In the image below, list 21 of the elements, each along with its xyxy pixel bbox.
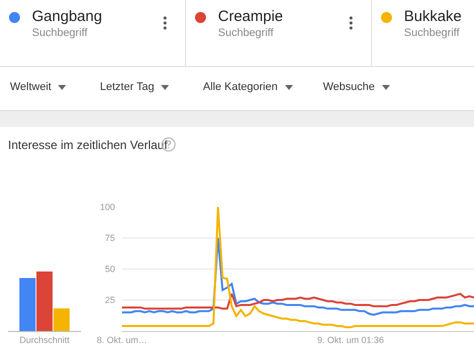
x-tick-label: 9. Okt. um 01:36 [317,334,384,345]
y-tick-label: 75 [104,233,115,244]
text: Letzter Tag [100,81,154,93]
text: Suchbegriff [32,27,88,39]
text: Websuche [323,81,375,93]
text: Alle Kategorien [203,81,278,93]
chart-title: Interesse im zeitlichen Verlauf [8,138,168,152]
legend-title: Suchbegriff [218,27,274,39]
text: Weltweit [10,81,52,93]
text: Suchbegriff [404,27,460,39]
line-series [122,292,474,310]
y-tick-label: 25 [104,295,115,306]
legend-label: Creampie [218,8,284,25]
y-tick-label: 50 [104,264,115,274]
line-series [122,237,474,316]
x-tick-label: Durchschnitt [19,334,70,345]
legend-label: Gangbang [32,8,102,25]
line-series [122,207,474,328]
y-tick-label: 100 [100,202,115,212]
legend-label: Bukkake [404,8,462,25]
x-tick-label: 8. Okt. um… [96,334,148,345]
